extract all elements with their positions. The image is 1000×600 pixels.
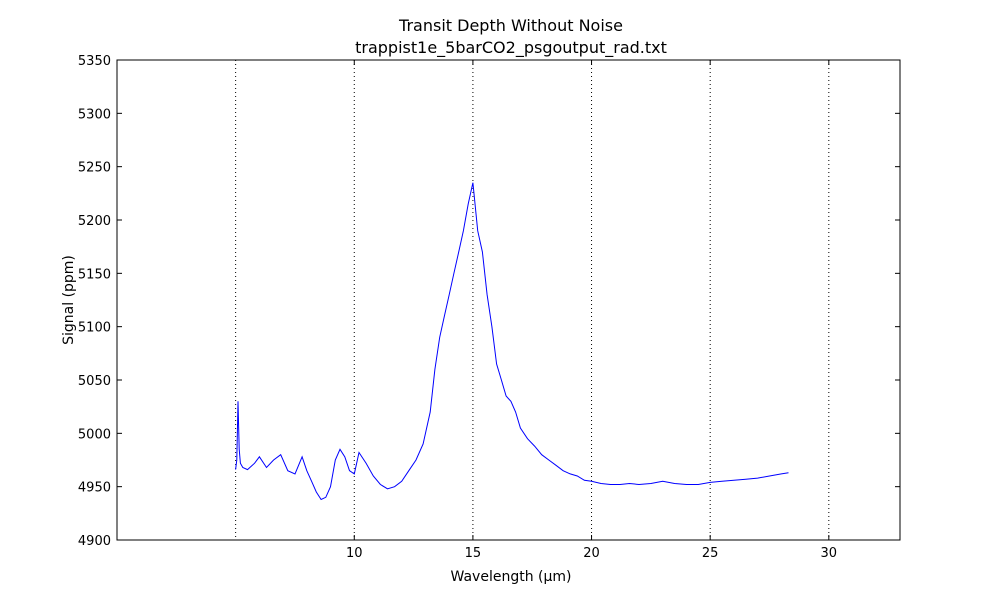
x-tick-label: 10 [346, 546, 363, 561]
x-tick-label: 15 [465, 546, 482, 561]
x-tick-label: 30 [821, 546, 838, 561]
plot-series [235, 182, 789, 501]
series-line [235, 182, 789, 501]
y-tick-label: 5100 [78, 321, 111, 336]
chart-title: Transit Depth Without Noise [398, 16, 623, 35]
x-tick-label: 25 [702, 546, 719, 561]
y-tick-label: 5350 [78, 54, 111, 69]
x-axis-label: Wavelength (µm) [451, 569, 572, 585]
chart-subtitle: trappist1e_5barCO2_psgoutput_rad.txt [355, 38, 667, 58]
y-tick-label: 5050 [78, 374, 111, 389]
y-tick-label: 4900 [78, 534, 111, 549]
y-axis-label: Signal (ppm) [61, 255, 77, 345]
y-tick-label: 5250 [78, 161, 111, 176]
y-tick-label: 5200 [78, 214, 111, 229]
y-tick-label: 4950 [78, 481, 111, 496]
y-tick-label: 5000 [78, 427, 111, 442]
plot-frame [116, 59, 901, 541]
x-axis: 10 15 20 25 30 [346, 60, 837, 561]
y-axis: 4900 4950 5000 5050 5100 5150 5200 5250 5300 5350 [78, 54, 900, 549]
y-tick-label: 5150 [78, 267, 111, 282]
x-tick-label: 20 [583, 546, 600, 561]
grid [235, 60, 830, 540]
y-tick-label: 5300 [78, 107, 111, 122]
